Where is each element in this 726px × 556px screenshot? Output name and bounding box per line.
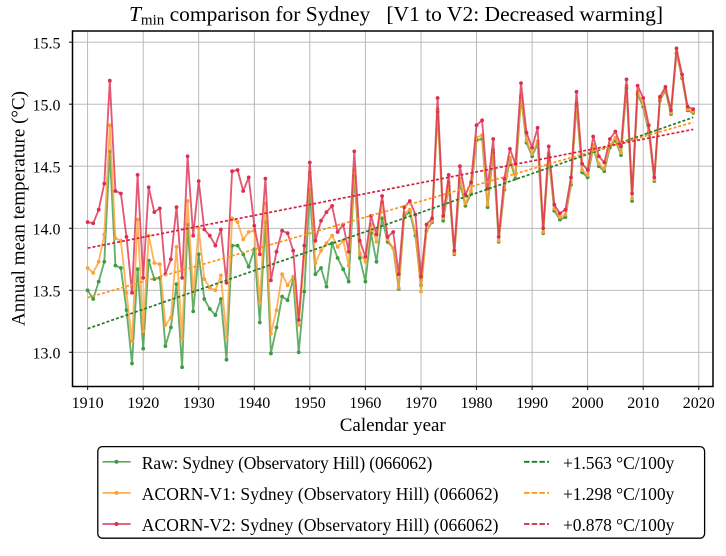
svg-text:ACORN-V2: Sydney (Observatory: ACORN-V2: Sydney (Observatory Hill) (066…	[142, 515, 499, 535]
svg-text:ACORN-V1: Sydney (Observatory: ACORN-V1: Sydney (Observatory Hill) (066…	[142, 484, 499, 504]
svg-text:2000: 2000	[572, 395, 604, 412]
svg-text:1970: 1970	[405, 395, 437, 412]
svg-text:15.0: 15.0	[33, 97, 61, 114]
svg-text:2010: 2010	[627, 395, 659, 412]
svg-text:+1.563 °C/100y: +1.563 °C/100y	[563, 453, 675, 473]
svg-text:1980: 1980	[461, 395, 493, 412]
svg-text:13.0: 13.0	[33, 346, 61, 363]
svg-text:1950: 1950	[294, 395, 326, 412]
svg-text:+0.878 °C/100y: +0.878 °C/100y	[563, 515, 675, 535]
svg-text:Calendar year: Calendar year	[340, 415, 447, 436]
svg-text:2020: 2020	[683, 395, 715, 412]
svg-text:1930: 1930	[183, 395, 215, 412]
svg-text:14.5: 14.5	[33, 159, 61, 176]
svg-text:1960: 1960	[349, 395, 381, 412]
svg-text:15.5: 15.5	[33, 35, 61, 52]
svg-text:1990: 1990	[516, 395, 548, 412]
svg-text:1920: 1920	[127, 395, 159, 412]
svg-text:Annual mean temperature (°C): Annual mean temperature (°C)	[9, 91, 30, 326]
svg-text:1910: 1910	[72, 395, 104, 412]
svg-text:Raw: Sydney (Observatory Hill): Raw: Sydney (Observatory Hill) (066062)	[142, 453, 433, 473]
svg-text:Tmin comparison for Sydney [: Tmin comparison for Sydney [V1 to V2: De…	[129, 2, 663, 29]
svg-text:+1.298 °C/100y: +1.298 °C/100y	[563, 484, 675, 504]
svg-text:13.5: 13.5	[33, 284, 61, 301]
svg-text:14.0: 14.0	[33, 222, 61, 239]
svg-text:1940: 1940	[238, 395, 270, 412]
